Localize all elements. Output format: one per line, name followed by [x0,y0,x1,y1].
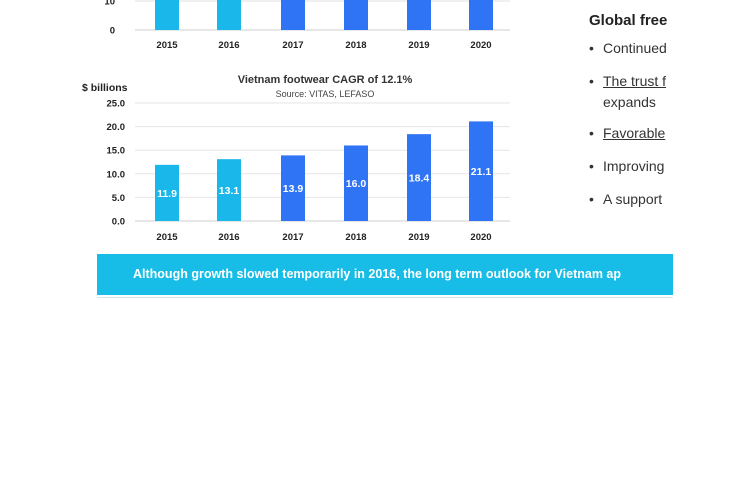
bar [344,0,368,30]
y-tick-label: 10.0 [107,169,126,180]
y-tick-label: 10 [104,0,115,8]
bullet-item: Improving [589,156,673,177]
x-tick-label: 2019 [408,40,429,51]
y-tick-label: 0 [110,26,115,37]
summary-banner: Although growth slowed temporarily in 20… [97,254,673,295]
y-tick-label: 25.0 [107,99,126,110]
data-label: 16.0 [346,178,367,190]
data-label: 18.4 [409,173,430,185]
bar [281,155,305,221]
y-tick-label: 20.0 [107,122,126,133]
panel-heading: Global free [589,12,668,29]
banner-divider [97,297,673,298]
x-tick-label: 2016 [218,40,239,51]
x-tick-label: 2016 [218,232,239,243]
bullet-item: A support [589,189,673,210]
bullet-text: Continued [603,40,667,56]
x-tick-label: 2020 [470,232,491,243]
y-axis-unit-label: $ billions [82,82,128,94]
y-tick-label: 5.0 [112,193,125,204]
bar [469,121,493,221]
data-label: 21.1 [471,166,492,178]
bar [155,164,179,221]
bar [344,145,368,221]
x-tick-label: 2020 [470,40,491,51]
bar [407,0,431,30]
bullet-text: The trust f [603,73,667,89]
bullet-item: The trust f expands [589,71,673,113]
banner-text: Although growth slowed temporarily in 20… [133,267,622,281]
bullet-item: Continued [589,38,673,59]
right-text-panel: Global free Continued The trust f expands… [589,10,673,250]
bullet-item: Favorable [589,123,673,144]
x-tick-label: 2019 [408,232,429,243]
data-label: 11.9 [157,188,177,200]
x-tick-label: 2015 [156,232,178,243]
bar [407,134,431,221]
x-tick-label: 2018 [345,40,366,51]
bar [155,0,179,30]
bar [281,0,305,30]
bar [469,0,493,30]
bar [217,0,241,30]
bullet-text-continued: expands [603,94,656,110]
bullet-text: Favorable [603,125,666,141]
x-tick-label: 2018 [345,232,366,243]
data-label: 13.9 [283,183,304,195]
x-tick-label: 2017 [282,40,303,51]
x-tick-label: 2015 [156,40,178,51]
chart-title: Vietnam footwear CAGR of 12.1% [237,74,413,86]
data-label: 13.1 [219,185,240,197]
bar [217,159,241,221]
bullet-text: A support [603,191,663,207]
bullet-list: Continued The trust f expands Favorable I… [589,38,673,210]
bullet-text: Improving [603,158,665,174]
y-tick-label: 15.0 [107,146,126,157]
x-tick-label: 2017 [282,232,303,243]
chart-source: Source: VITAS, LEFASO [275,89,375,99]
y-tick-label: 0.0 [112,217,125,228]
